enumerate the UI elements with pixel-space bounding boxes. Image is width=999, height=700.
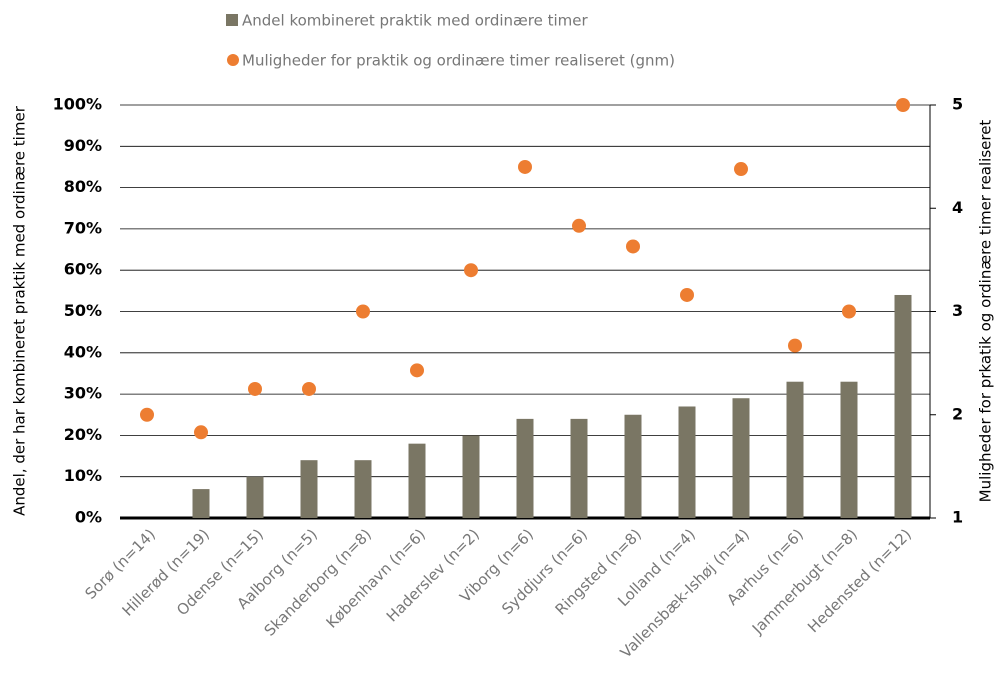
dot (572, 218, 586, 233)
y-tick-label: 80% (64, 177, 102, 196)
dot (356, 304, 370, 319)
dot (410, 363, 424, 378)
bar (786, 381, 804, 518)
dot (140, 407, 154, 422)
y-tick-label: 0% (75, 508, 102, 527)
y-tick-label: 20% (64, 425, 102, 444)
bar (246, 476, 264, 518)
dot (302, 381, 316, 396)
y2-tick-label: 4 (952, 198, 963, 217)
bar (732, 398, 750, 518)
y-tick-label: 10% (64, 466, 102, 485)
dot (734, 162, 748, 177)
bar (462, 435, 480, 518)
x-tick-label: Jammerbugt (n=8) (748, 525, 861, 638)
bar (570, 418, 588, 518)
bar (300, 460, 318, 518)
y2-tick-label: 3 (952, 301, 963, 320)
bar (516, 418, 534, 518)
y2-tick-label: 5 (952, 95, 963, 114)
dot (464, 263, 478, 278)
bar (894, 294, 912, 518)
y-tick-label: 50% (64, 301, 102, 320)
y-tick-label: 40% (64, 342, 102, 361)
dot (788, 338, 802, 353)
bar (678, 406, 696, 518)
legend-swatch (226, 14, 238, 26)
legend-label: Andel kombineret praktik med ordinære ti… (242, 12, 588, 30)
bar (408, 443, 426, 518)
y-axis-label: Andel, der har kombineret praktik med or… (11, 105, 29, 516)
bar (624, 414, 642, 518)
dot (842, 304, 856, 319)
x-tick-label: Hedensted (n=12) (804, 525, 915, 636)
dot (248, 381, 262, 396)
y-tick-label: 60% (64, 260, 102, 279)
x-tick-label: Haderslev (n=2) (383, 525, 483, 625)
bar (840, 381, 858, 518)
bar (192, 489, 210, 518)
y2-tick-label: 1 (952, 508, 963, 527)
x-tick-label: København (n=6) (323, 525, 429, 631)
dot (626, 239, 640, 254)
dot (194, 425, 208, 440)
y-tick-label: 30% (64, 384, 102, 403)
dot (896, 98, 910, 112)
y-tick-label: 90% (64, 136, 102, 155)
dot (518, 159, 532, 174)
legend-label: Muligheder for praktik og ordinære timer… (242, 52, 675, 70)
y2-axis-label: Muligheder for prkatik og ordinære timer… (977, 120, 995, 503)
y-tick-label: 70% (64, 218, 102, 237)
legend-swatch (227, 54, 239, 66)
bar (354, 460, 372, 518)
y2-tick-label: 2 (952, 404, 963, 423)
y-tick-label: 100% (53, 95, 102, 114)
dot (680, 287, 694, 302)
